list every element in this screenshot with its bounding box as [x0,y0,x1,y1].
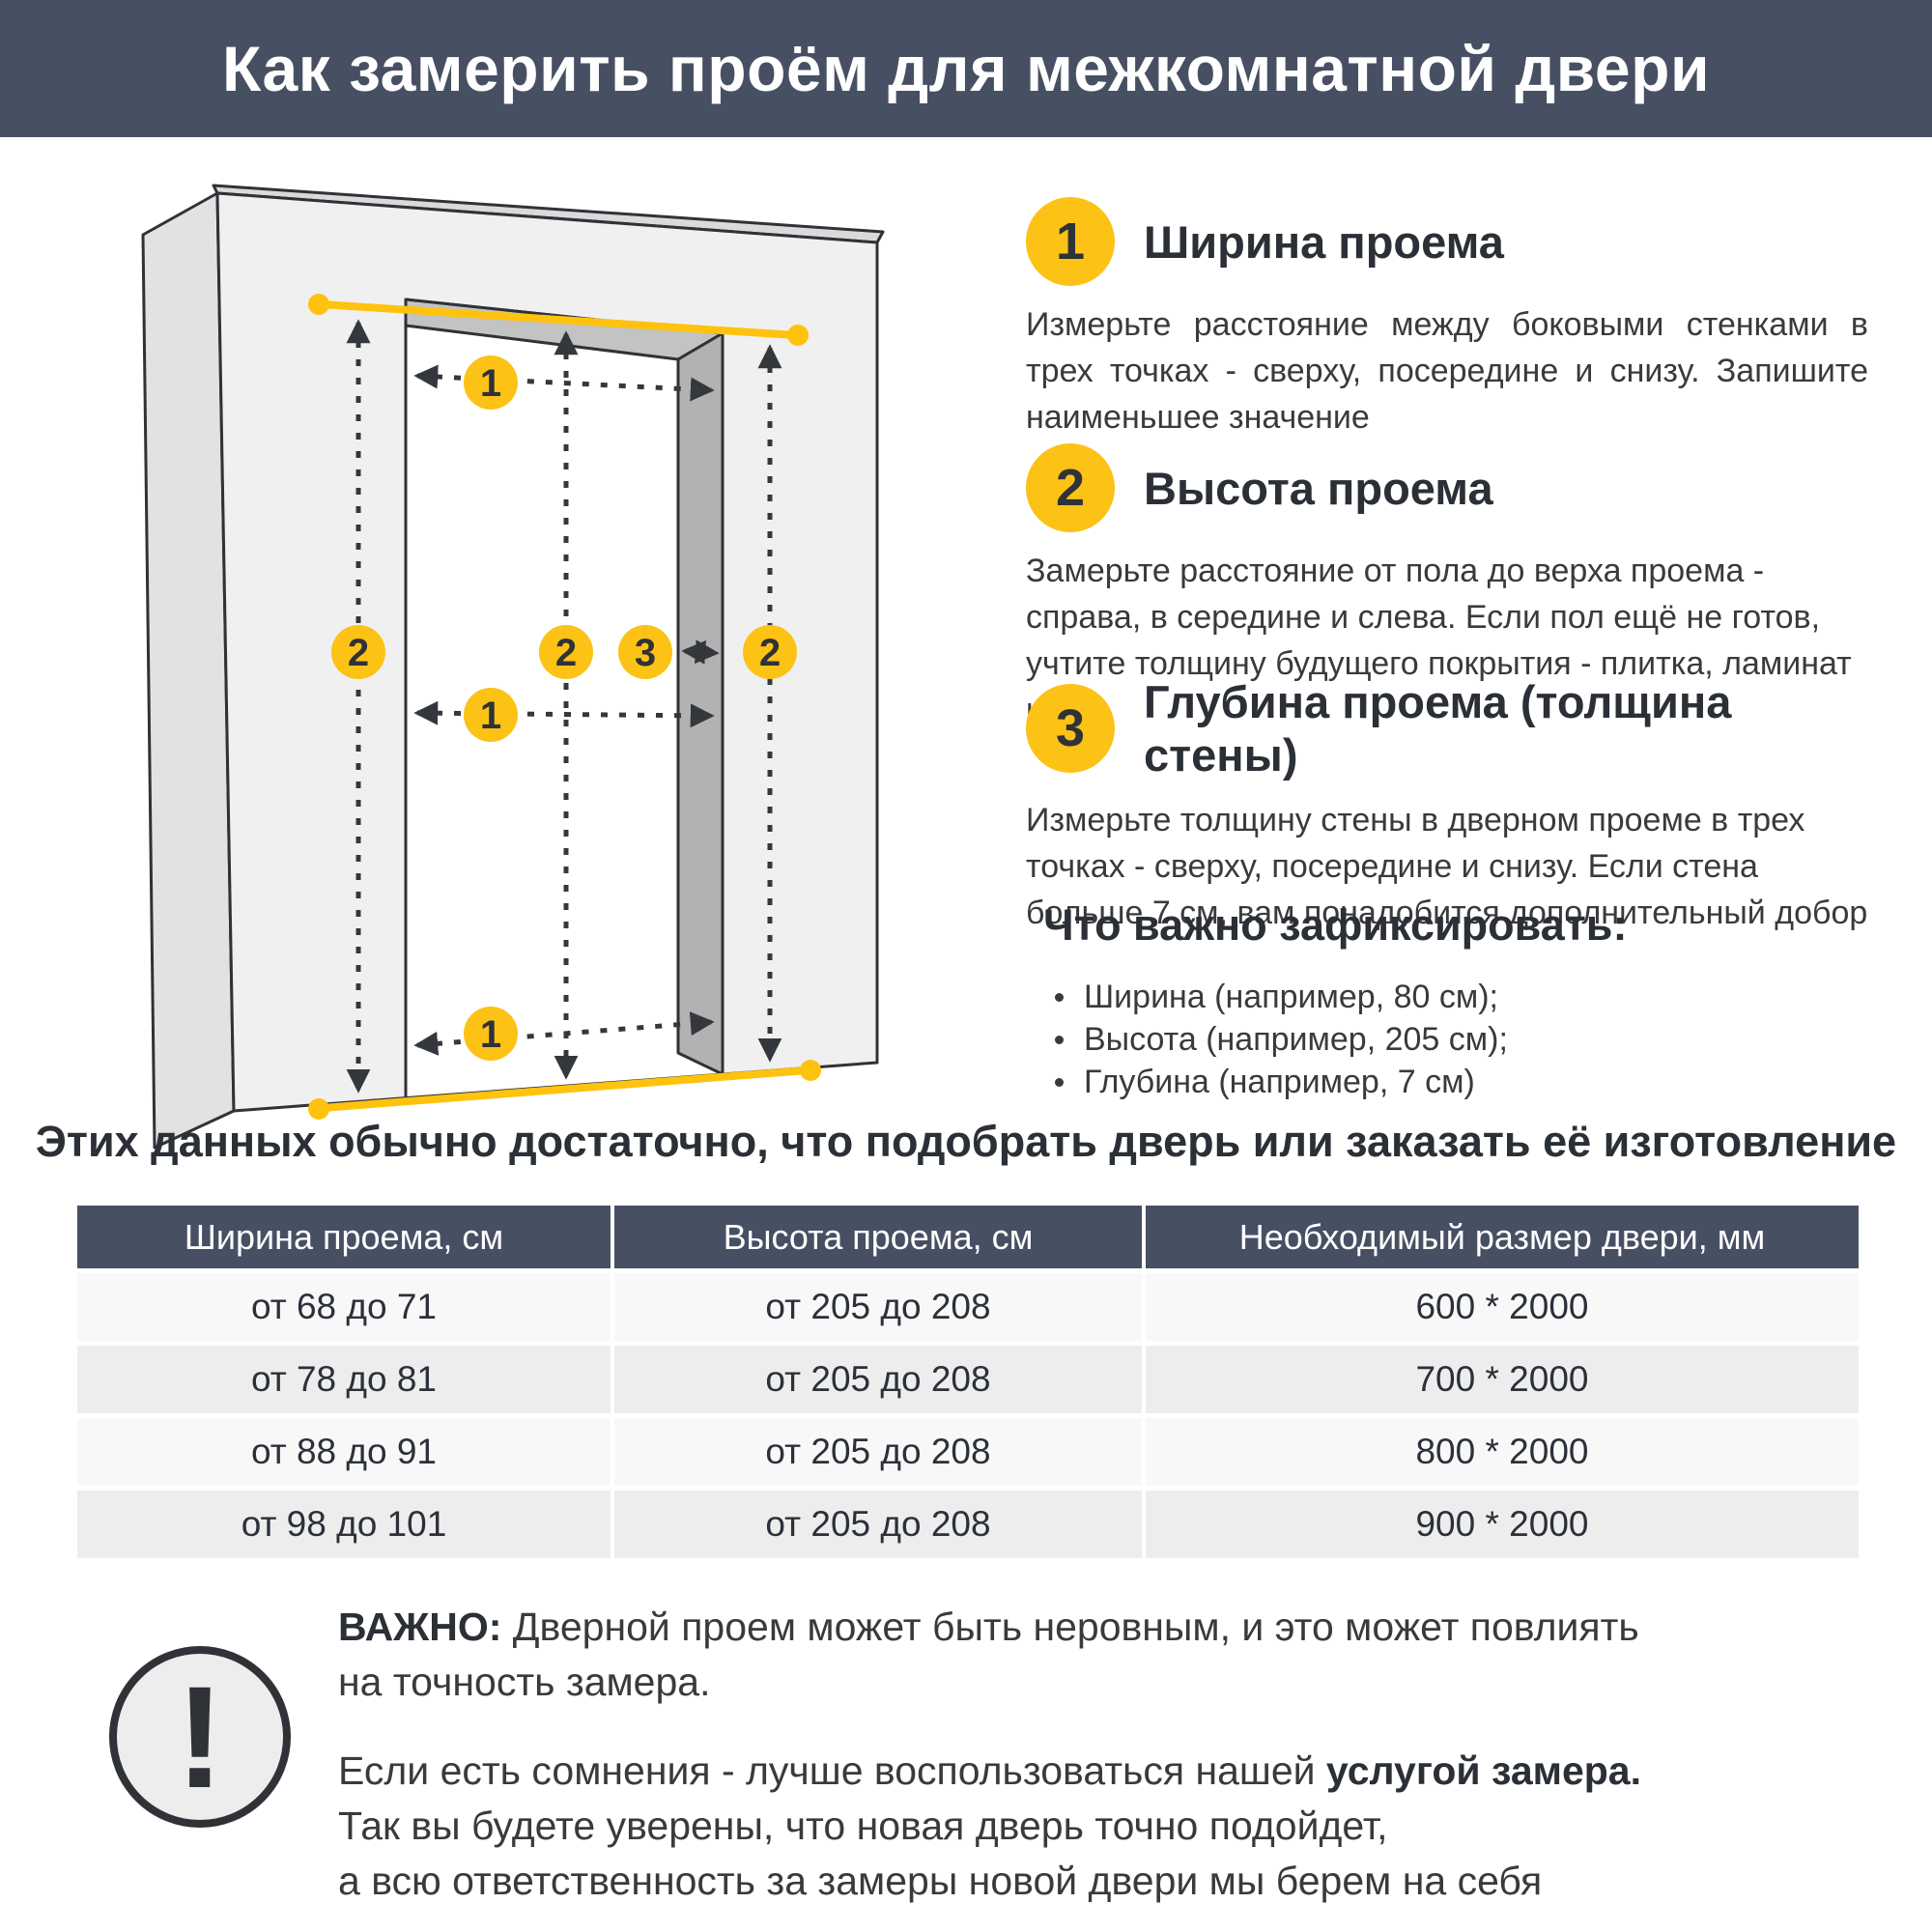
warning-line: а всю ответственность за замеры новой дв… [338,1859,1543,1903]
warning-line: на точность замера. [338,1660,711,1704]
table-cell: 800 * 2000 [1146,1418,1859,1486]
table-cell: 700 * 2000 [1146,1346,1859,1413]
checklist-list: Ширина (например, 80 см); Высота (наприм… [1043,976,1874,1103]
door-measurement-diagram: 1 1 1 2 2 2 3 [141,184,885,1150]
table-header-door-size: Необходимый размер двери, мм [1146,1206,1859,1268]
step-width-header: 1 Ширина проема [1026,197,1868,286]
svg-text:3: 3 [635,632,656,674]
table-row: от 68 до 71 от 205 до 208 600 * 2000 [77,1273,1859,1341]
marker-width-bottom: 1 [464,1007,518,1061]
table-row: от 98 до 101 от 205 до 208 900 * 2000 [77,1491,1859,1558]
step-depth-title: Глубина проема (толщина стены) [1144,676,1732,781]
warning-line: Если есть сомнения - лучше воспользовать… [338,1744,1864,1799]
step-height-header: 2 Высота проема [1026,443,1868,532]
marker-height-center: 2 [539,625,593,679]
marker-height-right: 2 [743,625,797,679]
depth-arrow [681,639,720,665]
table-header-width: Ширина проема, см [77,1206,611,1268]
page-header: Как замерить проём для межкомнатной двер… [0,0,1932,137]
page-title: Как замерить проём для межкомнатной двер… [221,33,1711,104]
step-width: 1 Ширина проема Измерьте расстояние межд… [1026,197,1868,440]
width-arrow-bottom [413,1011,715,1056]
door-size-table: Ширина проема, см Высота проема, см Необ… [77,1206,1859,1563]
svg-text:1: 1 [480,362,501,405]
table-cell: от 68 до 71 [77,1273,611,1341]
checklist-item-depth: Глубина (например, 7 см) [1043,1061,1874,1103]
warning-paragraph-2: Если есть сомнения - лучше воспользовать… [338,1744,1864,1909]
exclamation-icon: ! [109,1646,291,1828]
table-cell: от 205 до 208 [614,1418,1142,1486]
table-cell: от 205 до 208 [614,1346,1142,1413]
warning-line: Так вы будете уверены, что новая дверь т… [338,1804,1388,1848]
svg-text:2: 2 [348,632,369,674]
step-depth-description: Измерьте толщину стены в дверном проеме … [1026,802,1868,931]
svg-text:2: 2 [555,632,577,674]
table-cell: от 98 до 101 [77,1491,611,1558]
svg-text:2: 2 [759,632,781,674]
table-intro-text: Этих данных обычно достаточно, что подоб… [35,1117,1897,1166]
step-height-number-badge: 2 [1026,443,1115,532]
step-width-title: Ширина проема [1144,215,1504,268]
warning-paragraph-1: ВАЖНО: Дверной проем может быть неровным… [338,1600,1864,1710]
table-cell: 900 * 2000 [1146,1491,1859,1558]
step-height: 2 Высота проема Замерьте расстояние от п… [1026,443,1868,733]
table-cell: от 88 до 91 [77,1418,611,1486]
warning-text: Если есть сомнения - лучше воспользовать… [338,1748,1326,1793]
step-depth-number-badge: 3 [1026,684,1115,773]
warning-important-label: ВАЖНО: [338,1605,502,1649]
table-row: от 78 до 81 от 205 до 208 700 * 2000 [77,1346,1859,1413]
step-width-number-badge: 1 [1026,197,1115,286]
marker-width-middle: 1 [464,688,518,742]
checklist-item-width: Ширина (например, 80 см); [1043,976,1874,1018]
table-header-height: Высота проема, см [614,1206,1142,1268]
step-height-title: Высота проема [1144,462,1493,514]
svg-text:1: 1 [480,1013,501,1056]
table-cell: от 205 до 208 [614,1491,1142,1558]
table-cell: от 78 до 81 [77,1346,611,1413]
marker-width-top: 1 [464,355,518,410]
marker-height-left: 2 [331,625,385,679]
width-arrow-middle [413,700,715,728]
top-measure-line [308,294,809,346]
table-header-row: Ширина проема, см Высота проема, см Необ… [77,1206,1859,1268]
warning-line: ВАЖНО: Дверной проем может быть неровным… [338,1600,1864,1655]
width-arrow-top [413,364,715,402]
step-depth: 3 Глубина проема (толщина стены) Измерьт… [1026,675,1868,936]
measure-service-label: услугой замера. [1325,1748,1641,1793]
checklist-item-height: Высота (например, 205 см); [1043,1018,1874,1061]
checklist-heading: Что важно зафиксировать: [1043,900,1628,950]
svg-text:1: 1 [480,695,501,737]
table-cell: от 205 до 208 [614,1273,1142,1341]
bottom-measure-line [308,1060,821,1120]
opening-right-reveal [676,331,724,1076]
checklist-section: Что важно зафиксировать: Ширина (наприме… [1043,900,1874,1103]
step-depth-header: 3 Глубина проема (толщина стены) [1026,675,1868,781]
warning-text: Дверной проем может быть неровным, и это… [501,1605,1639,1649]
marker-depth: 3 [618,625,672,679]
table-cell: 600 * 2000 [1146,1273,1859,1341]
warning-note: ВАЖНО: Дверной проем может быть неровным… [338,1600,1864,1909]
step-width-description: Измерьте расстояние между боковыми стенк… [1026,306,1868,436]
table-row: от 88 до 91 от 205 до 208 800 * 2000 [77,1418,1859,1486]
